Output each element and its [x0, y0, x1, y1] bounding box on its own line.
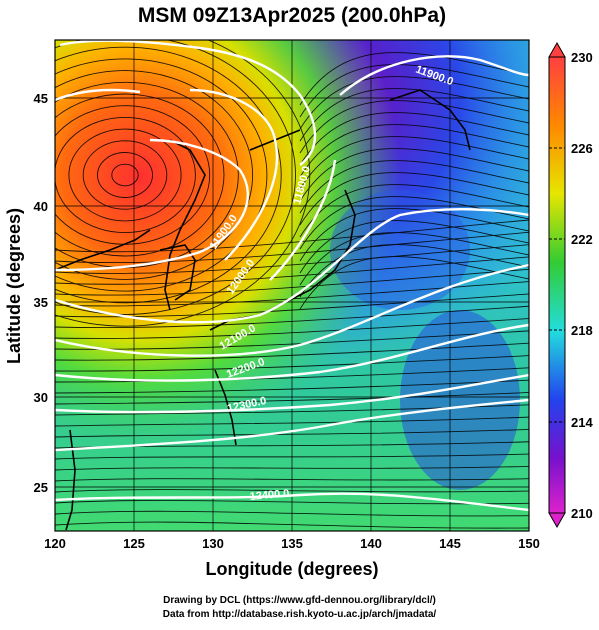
streamline: [299, 160, 529, 214]
streamline: [55, 478, 529, 482]
y-tick: 30: [34, 390, 48, 405]
plot-frame: [54, 39, 530, 532]
x-tick: 150: [518, 536, 540, 551]
streamline: [82, 140, 168, 210]
streamline: [299, 112, 529, 166]
streamline: [299, 232, 529, 286]
colorbar-scale: [548, 56, 566, 514]
streamline: [299, 76, 529, 130]
streamline: [55, 116, 196, 234]
streamline: [299, 136, 529, 190]
y-axis-label: Latitude (degrees): [4, 208, 24, 364]
streamline: [55, 231, 529, 264]
colorbar-tick: 214: [571, 415, 593, 430]
streamline: [299, 208, 529, 262]
streamline: [55, 268, 529, 296]
height-contours: [55, 40, 529, 512]
x-tick: 135: [281, 536, 303, 551]
y-tick: 25: [34, 480, 48, 495]
streamline: [55, 70, 254, 280]
colorbar-tick: 230: [571, 50, 593, 65]
streamline: [55, 499, 529, 505]
streamline: [55, 46, 282, 304]
streamline: [55, 318, 529, 339]
streamline: [55, 93, 225, 257]
streamline: [55, 355, 529, 372]
colorbar: 230 226 222 218 214 210: [548, 41, 593, 529]
x-tick: 125: [123, 536, 145, 551]
streamline: [55, 58, 268, 292]
x-tick: 140: [360, 536, 382, 551]
streamline: [55, 256, 529, 285]
contour-label: 12400.0: [249, 488, 290, 503]
y-tick: 35: [34, 295, 48, 310]
colorbar-tick: 226: [571, 141, 593, 156]
x-tick: 130: [202, 536, 224, 551]
streamline: [55, 465, 529, 471]
streamline: [111, 163, 139, 187]
streamline: [55, 219, 529, 253]
streamline: [55, 342, 529, 361]
streamline: [55, 105, 211, 245]
streamline: [299, 244, 529, 298]
credit-drawing: Drawing by DCL (https://www.gfd-dennou.o…: [163, 595, 436, 606]
streamline: [55, 416, 529, 427]
streamline: [55, 453, 529, 460]
streamline: [55, 379, 529, 394]
streamline: [55, 521, 529, 529]
x-axis-label: Longitude (degrees): [205, 559, 378, 579]
streamline: [55, 367, 529, 383]
x-tick: 120: [44, 536, 66, 551]
colorbar-tick: 210: [571, 506, 593, 521]
y-tick-labels: 25 30 35 40 45: [34, 91, 48, 495]
y-tick: 40: [34, 199, 48, 214]
streamline: [55, 293, 529, 318]
streamline: [55, 244, 529, 274]
streamline: [299, 148, 529, 202]
streamline: [68, 128, 182, 222]
streamline: [299, 220, 529, 274]
graticule: [55, 40, 529, 531]
colorbar-tick: 218: [571, 323, 593, 338]
colorbar-tick: 222: [571, 232, 593, 247]
colorbar-max-triangle: [548, 41, 566, 58]
streamline: [299, 124, 529, 178]
streamline: [299, 100, 529, 154]
streamline: [299, 172, 529, 226]
streamline: [55, 510, 529, 517]
streamline: [55, 489, 529, 493]
streamline: [55, 392, 529, 405]
streamline: [299, 256, 529, 310]
streamline: [299, 52, 529, 106]
y-tick: 45: [34, 91, 48, 106]
streamline: [55, 40, 296, 315]
x-tick: 145: [439, 536, 461, 551]
streamline: [55, 305, 529, 329]
streamline: [299, 184, 529, 238]
map-title: MSM 09Z13Apr2025 (200.0hPa): [138, 4, 446, 27]
colorbar-min-triangle: [548, 512, 566, 529]
streamline: [299, 88, 529, 142]
x-tick-labels: 120 125 130 135 140 145 150: [44, 536, 540, 551]
streamline: [97, 152, 153, 198]
credit-data: Data from http://database.rish.kyoto-u.a…: [162, 609, 437, 620]
